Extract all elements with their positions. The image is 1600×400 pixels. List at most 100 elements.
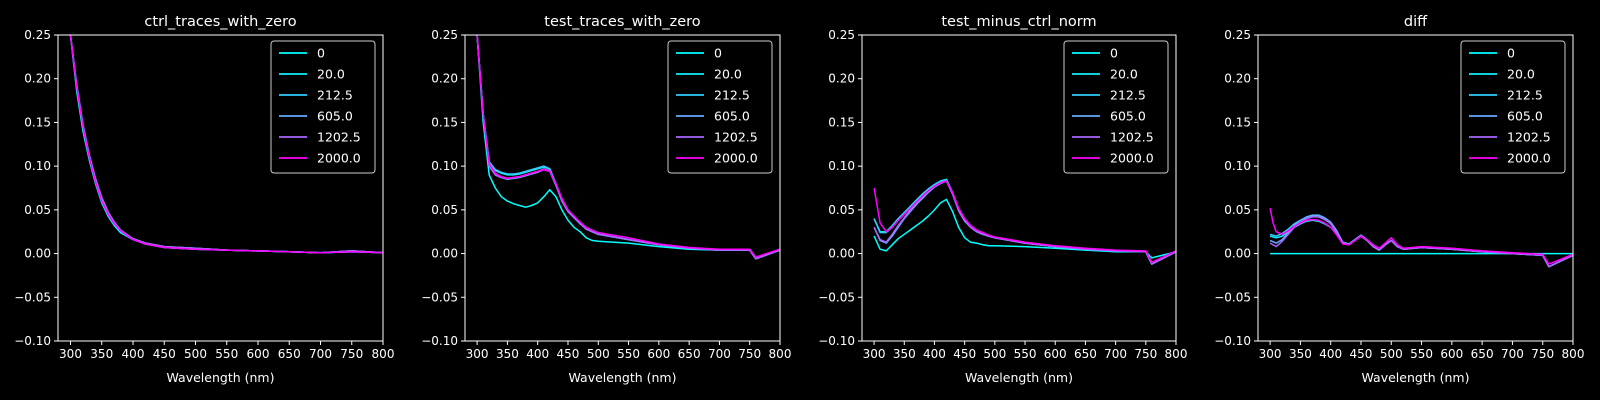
legend: 0 20.0 212.5 605.0 1202.5 2000.0: [1063, 40, 1169, 174]
x-tick-label: 350: [1289, 347, 1312, 361]
series-line-0: [873, 198, 1176, 259]
legend: 0 20.0 212.5 605.0 1202.5 2000.0: [270, 40, 376, 174]
x-tick-label: 500: [1380, 347, 1403, 361]
x-tick-label: 650: [678, 347, 701, 361]
series-line-5: [69, 35, 383, 254]
x-tick-label: 750: [738, 347, 761, 361]
x-axis-label: Wavelength (nm): [569, 370, 677, 385]
legend-label-1: 20.0: [317, 67, 345, 82]
legend-label-4: 1202.5: [1507, 130, 1551, 145]
chart-title: ctrl_traces_with_zero: [144, 14, 296, 30]
y-tick-label: −0.05: [1214, 290, 1251, 304]
y-tick-label: −0.05: [818, 290, 855, 304]
x-tick-label: 650: [278, 347, 301, 361]
chart-title: diff: [1404, 14, 1428, 30]
x-tick-label: 450: [153, 347, 176, 361]
legend-label-3: 605.0: [317, 109, 353, 124]
x-tick-label: 700: [1501, 347, 1524, 361]
series-group: [1269, 207, 1573, 268]
x-tick-label: 350: [893, 347, 916, 361]
legend-label-5: 2000.0: [1507, 151, 1551, 166]
chart-title: test_minus_ctrl_norm: [941, 14, 1096, 30]
x-tick-label: 800: [372, 347, 395, 361]
y-tick-label: 0.20: [828, 72, 855, 86]
y-tick-label: −0.10: [14, 334, 51, 348]
x-tick-label: 400: [526, 347, 549, 361]
legend-label-0: 0: [317, 46, 325, 61]
x-tick-label: 800: [1562, 347, 1585, 361]
y-tick-label: 0.05: [431, 203, 458, 217]
chart-panel-3: 300 350 400 450 500 550 600 650 700 750 800 −0.10 −0…: [1214, 14, 1584, 385]
legend-label-2: 212.5: [1110, 88, 1146, 103]
y-tick-label: 0.00: [828, 247, 855, 261]
x-tick-label: 750: [1531, 347, 1554, 361]
legend-label-5: 2000.0: [1110, 151, 1154, 166]
legend-label-4: 1202.5: [1110, 130, 1154, 145]
x-tick-label: 350: [496, 347, 519, 361]
legend-label-4: 1202.5: [714, 130, 758, 145]
x-tick-label: 550: [617, 347, 640, 361]
x-tick-label: 550: [1410, 347, 1433, 361]
legend: 0 20.0 212.5 605.0 1202.5 2000.0: [667, 40, 773, 174]
series-group: [476, 35, 780, 260]
legend-label-0: 0: [1110, 46, 1118, 61]
x-tick-label: 650: [1074, 347, 1097, 361]
x-tick-label: 550: [215, 347, 238, 361]
x-tick-label: 400: [1319, 347, 1342, 361]
x-axis-label: Wavelength (nm): [167, 370, 275, 385]
series-line-5: [476, 35, 780, 258]
y-tick-label: 0.05: [24, 203, 51, 217]
y-tick-label: −0.05: [421, 290, 458, 304]
x-tick-label: 550: [1014, 347, 1037, 361]
y-tick-label: 0.00: [1224, 247, 1251, 261]
x-tick-label: 750: [1134, 347, 1157, 361]
x-tick-label: 700: [1104, 347, 1127, 361]
x-axis-label: Wavelength (nm): [1362, 370, 1470, 385]
x-tick-label: 500: [983, 347, 1006, 361]
legend-label-3: 605.0: [1507, 109, 1543, 124]
y-tick-label: 0.10: [1224, 159, 1251, 173]
series-line-5: [1269, 207, 1573, 265]
y-tick-label: −0.10: [1214, 334, 1251, 348]
legend-label-1: 20.0: [1110, 67, 1138, 82]
y-tick-label: −0.10: [421, 334, 458, 348]
y-tick-label: 0.10: [24, 159, 51, 173]
x-tick-label: 450: [1350, 347, 1373, 361]
legend-label-0: 0: [714, 46, 722, 61]
series-line-5: [873, 180, 1176, 264]
plot-frame: [464, 34, 781, 342]
x-tick-label: 450: [953, 347, 976, 361]
y-tick-label: 0.15: [828, 115, 855, 129]
y-tick-label: 0.25: [828, 28, 855, 42]
x-tick-label: 350: [90, 347, 113, 361]
chart-panel-1: 300 350 400 450 500 550 600 650 700 750 800 −0.10 −0…: [421, 14, 791, 385]
series-line-0: [476, 35, 780, 259]
x-tick-label: 300: [466, 347, 489, 361]
x-tick-label: 600: [1440, 347, 1463, 361]
y-tick-label: 0.05: [828, 203, 855, 217]
y-tick-label: 0.20: [431, 72, 458, 86]
x-tick-label: 600: [247, 347, 270, 361]
x-tick-label: 750: [340, 347, 363, 361]
legend-label-4: 1202.5: [317, 130, 361, 145]
series-group: [873, 178, 1176, 265]
plot-frame: [57, 34, 384, 342]
legend-label-2: 212.5: [1507, 88, 1543, 103]
x-tick-label: 800: [1165, 347, 1188, 361]
x-tick-label: 400: [122, 347, 145, 361]
y-tick-label: 0.00: [431, 247, 458, 261]
legend-label-0: 0: [1507, 46, 1515, 61]
y-tick-label: 0.15: [431, 115, 458, 129]
legend-label-2: 212.5: [714, 88, 750, 103]
legend-label-1: 20.0: [714, 67, 742, 82]
y-tick-label: 0.05: [1224, 203, 1251, 217]
y-tick-label: 0.15: [24, 115, 51, 129]
y-tick-label: 0.25: [1224, 28, 1251, 42]
y-tick-label: 0.15: [1224, 115, 1251, 129]
legend-label-5: 2000.0: [317, 151, 361, 166]
x-tick-label: 500: [184, 347, 207, 361]
y-tick-label: −0.05: [14, 290, 51, 304]
x-tick-label: 400: [923, 347, 946, 361]
